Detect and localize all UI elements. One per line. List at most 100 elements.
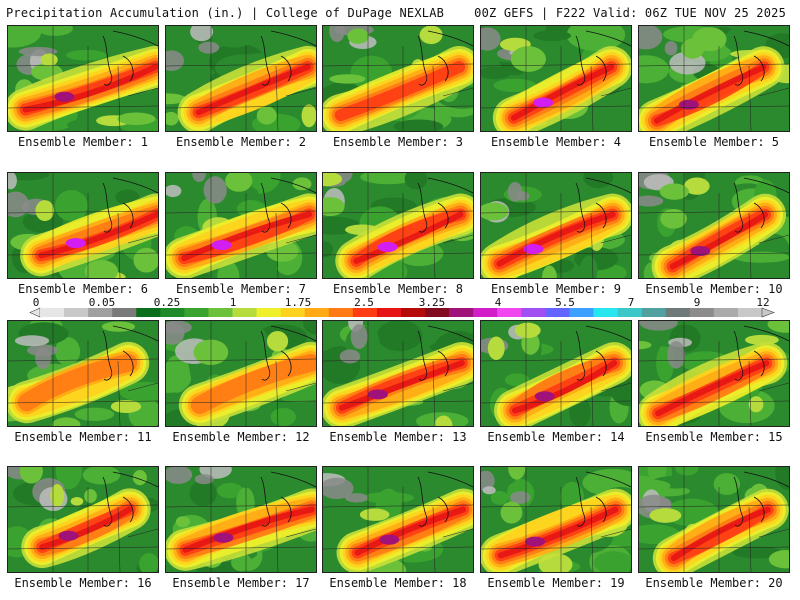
colorbar-swatch: [569, 308, 594, 317]
colorbar-swatch: [328, 308, 354, 317]
colorbar-tick-label: 0.25: [153, 296, 181, 309]
colorbar-swatch: [497, 308, 522, 317]
precipitation-colorbar: [29, 307, 775, 318]
colorbar-swatch: [689, 308, 715, 317]
ensemble-member-label: Ensemble Member: 17: [172, 576, 310, 590]
colorbar-tick-label: 0: [32, 296, 40, 309]
colorbar-swatch: [737, 308, 763, 317]
precipitation-field: [639, 321, 789, 426]
colorbar-min-arrow: [29, 307, 41, 318]
precipitation-field: [8, 26, 158, 131]
colorbar-tick-label: 4: [494, 296, 502, 309]
precipitation-field: [639, 26, 789, 131]
ensemble-member-label: Ensemble Member: 13: [329, 430, 467, 444]
colorbar-swatch: [641, 308, 667, 317]
ensemble-member-label: Ensemble Member: 3: [332, 135, 464, 149]
colorbar-swatch: [136, 308, 161, 317]
colorbar-swatch: [713, 308, 739, 317]
precipitation-field: [323, 26, 473, 131]
ensemble-member-map: [322, 172, 474, 279]
precipitation-field: [166, 321, 316, 426]
ensemble-member-label: Ensemble Member: 1: [17, 135, 149, 149]
ensemble-member-label: Ensemble Member: 8: [332, 282, 464, 296]
ensemble-member-label: Ensemble Member: 5: [648, 135, 780, 149]
colorbar-swatch: [425, 308, 450, 317]
precipitation-field: [166, 173, 316, 278]
precipitation-field: [166, 26, 316, 131]
colorbar-tick-label: 1: [229, 296, 237, 309]
ensemble-member-map: [7, 320, 159, 427]
colorbar-swatch: [160, 308, 185, 317]
colorbar-tick-label: 3.25: [418, 296, 446, 309]
ensemble-member-label: Ensemble Member: 4: [490, 135, 622, 149]
ensemble-member-map: [480, 172, 632, 279]
map-title: Precipitation Accumulation (in.) | Colle…: [6, 6, 445, 20]
colorbar-swatch: [184, 308, 209, 317]
precipitation-field: [481, 467, 631, 572]
colorbar-swatch: [593, 308, 618, 317]
colorbar-swatch: [545, 308, 570, 317]
colorbar-tick-label: 0.05: [88, 296, 116, 309]
precipitation-field: [8, 321, 158, 426]
colorbar-swatch: [376, 308, 402, 317]
ensemble-member-label: Ensemble Member: 6: [17, 282, 149, 296]
model-run-info: 00Z GEFS | F222 Valid: 06Z TUE NOV 25 20…: [474, 6, 786, 20]
ensemble-member-map: [165, 172, 317, 279]
colorbar-swatch: [665, 308, 691, 317]
colorbar-swatch: [208, 308, 233, 317]
ensemble-member-label: Ensemble Member: 2: [175, 135, 307, 149]
colorbar-swatch: [473, 308, 498, 317]
colorbar-swatch: [88, 308, 113, 317]
ensemble-member-label: Ensemble Member: 10: [645, 282, 783, 296]
precipitation-field: [8, 467, 158, 572]
colorbar-swatch: [401, 308, 426, 317]
ensemble-member-map: [322, 25, 474, 132]
colorbar-max-arrow: [761, 307, 775, 318]
precipitation-field: [639, 467, 789, 572]
colorbar-swatch: [449, 308, 474, 317]
ensemble-member-map: [480, 320, 632, 427]
precipitation-field: [166, 467, 316, 572]
colorbar-tick-label: 2.5: [354, 296, 374, 309]
ensemble-member-label: Ensemble Member: 12: [172, 430, 310, 444]
ensemble-member-map: [638, 25, 790, 132]
precipitation-field: [481, 321, 631, 426]
precipitation-field: [323, 173, 473, 278]
colorbar-swatch: [40, 308, 65, 317]
ensemble-member-label: Ensemble Member: 16: [14, 576, 152, 590]
ensemble-member-map: [480, 466, 632, 573]
ensemble-member-map: [322, 320, 474, 427]
precipitation-field: [323, 321, 473, 426]
colorbar-tick-label: 1.75: [284, 296, 312, 309]
ensemble-member-label: Ensemble Member: 19: [487, 576, 625, 590]
ensemble-member-map: [638, 172, 790, 279]
colorbar-swatch: [352, 308, 378, 317]
colorbar-tick-label: 5.5: [555, 296, 575, 309]
colorbar-swatch: [521, 308, 546, 317]
ensemble-member-label: Ensemble Member: 18: [329, 576, 467, 590]
ensemble-member-label: Ensemble Member: 20: [645, 576, 783, 590]
colorbar-tick-label: 12: [756, 296, 770, 309]
precipitation-field: [8, 173, 158, 278]
ensemble-member-map: [7, 466, 159, 573]
ensemble-member-map: [322, 466, 474, 573]
ensemble-member-label: Ensemble Member: 7: [175, 282, 307, 296]
ensemble-member-map: [165, 320, 317, 427]
ensemble-member-label: Ensemble Member: 14: [487, 430, 625, 444]
precipitation-field: [323, 467, 473, 572]
ensemble-member-map: [7, 172, 159, 279]
ensemble-member-map: [165, 25, 317, 132]
ensemble-member-map: [638, 466, 790, 573]
precipitation-field: [481, 26, 631, 131]
ensemble-member-map: [638, 320, 790, 427]
colorbar-swatch: [280, 308, 306, 317]
colorbar-swatch: [304, 308, 330, 317]
colorbar-swatch: [64, 308, 89, 317]
colorbar-swatch: [232, 308, 257, 317]
colorbar-tick-label: 9: [693, 296, 701, 309]
ensemble-member-label: Ensemble Member: 9: [490, 282, 622, 296]
colorbar-tick-label: 7: [627, 296, 635, 309]
ensemble-member-label: Ensemble Member: 11: [14, 430, 152, 444]
ensemble-member-label: Ensemble Member: 15: [645, 430, 783, 444]
ensemble-member-map: [480, 25, 632, 132]
